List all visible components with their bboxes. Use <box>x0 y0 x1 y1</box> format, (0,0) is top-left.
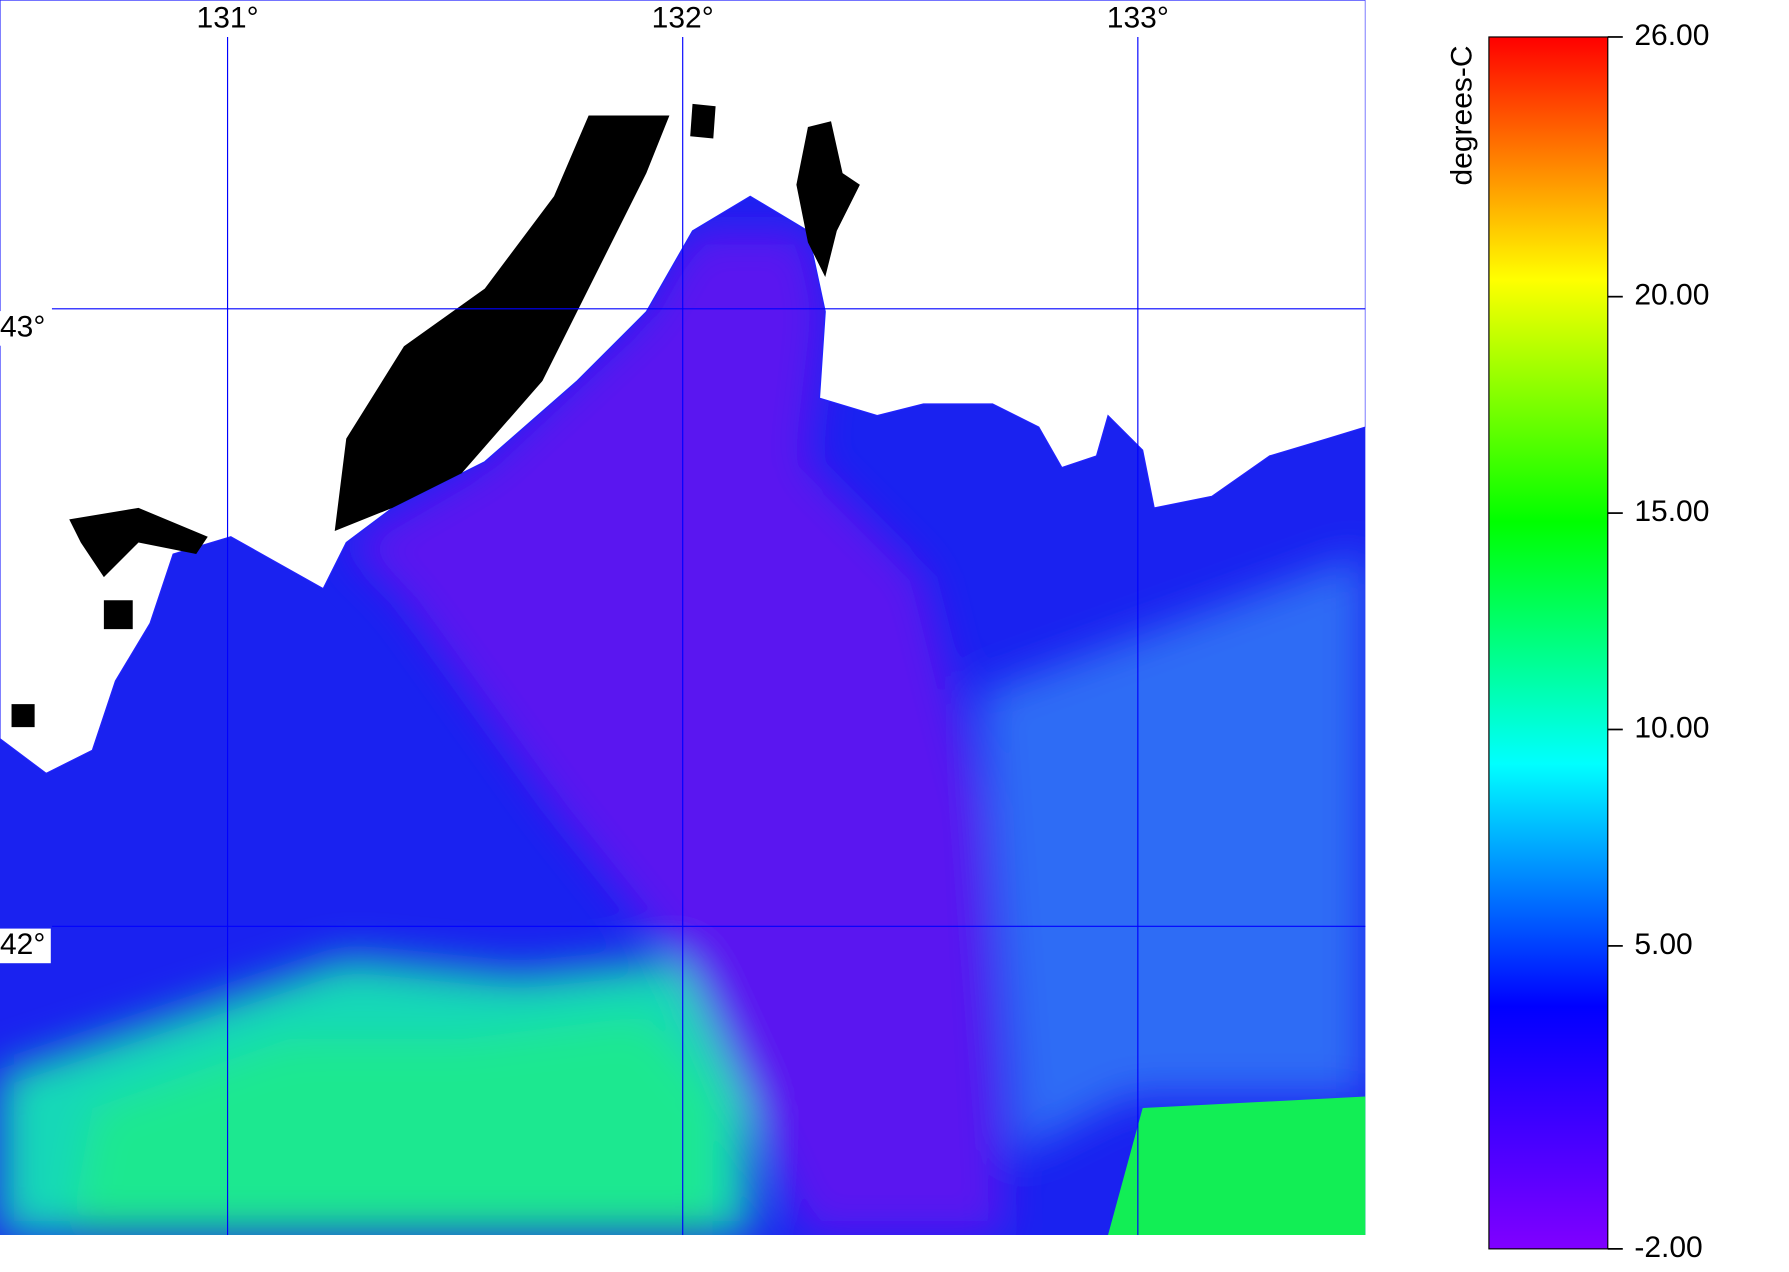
warm-core <box>69 1015 716 1236</box>
warm-patch <box>1108 1096 1366 1236</box>
colorbar-tick-label: 20.00 <box>1634 279 1709 312</box>
graticule <box>51 36 1366 1236</box>
graticule-labels: 131° 132° 133° 43° 42° <box>0 2 1169 964</box>
colorbar-unit: degrees-C <box>1445 45 1478 185</box>
cold-plume <box>346 230 1005 1236</box>
lat-label: 42° <box>0 928 45 961</box>
lon-label: 132° <box>652 2 714 35</box>
colorbar-tick-label: 26.00 <box>1634 19 1709 52</box>
colorbar-tick-label: -2.00 <box>1634 1231 1702 1264</box>
colorbar-tick-label: 5.00 <box>1634 928 1692 961</box>
land-mask <box>69 507 208 578</box>
colorbar-tick-label: 15.00 <box>1634 495 1709 528</box>
lon-label: 133° <box>1107 2 1169 35</box>
colorbar-tick-label: 10.00 <box>1634 711 1709 744</box>
land-mask <box>796 121 860 278</box>
lat-label: 43° <box>0 310 45 343</box>
lat-label-bg <box>0 311 51 346</box>
land <box>0 0 1366 775</box>
light-water <box>981 554 1366 1155</box>
colorbar-ramp <box>1488 36 1609 1250</box>
lat-label-bg <box>0 928 51 964</box>
colorbar: degrees-C 26.00 20.00 15.00 10.00 5.00 -2.00 <box>1445 19 1709 1264</box>
lon-label: 131° <box>197 2 259 35</box>
land-mask <box>334 115 670 531</box>
